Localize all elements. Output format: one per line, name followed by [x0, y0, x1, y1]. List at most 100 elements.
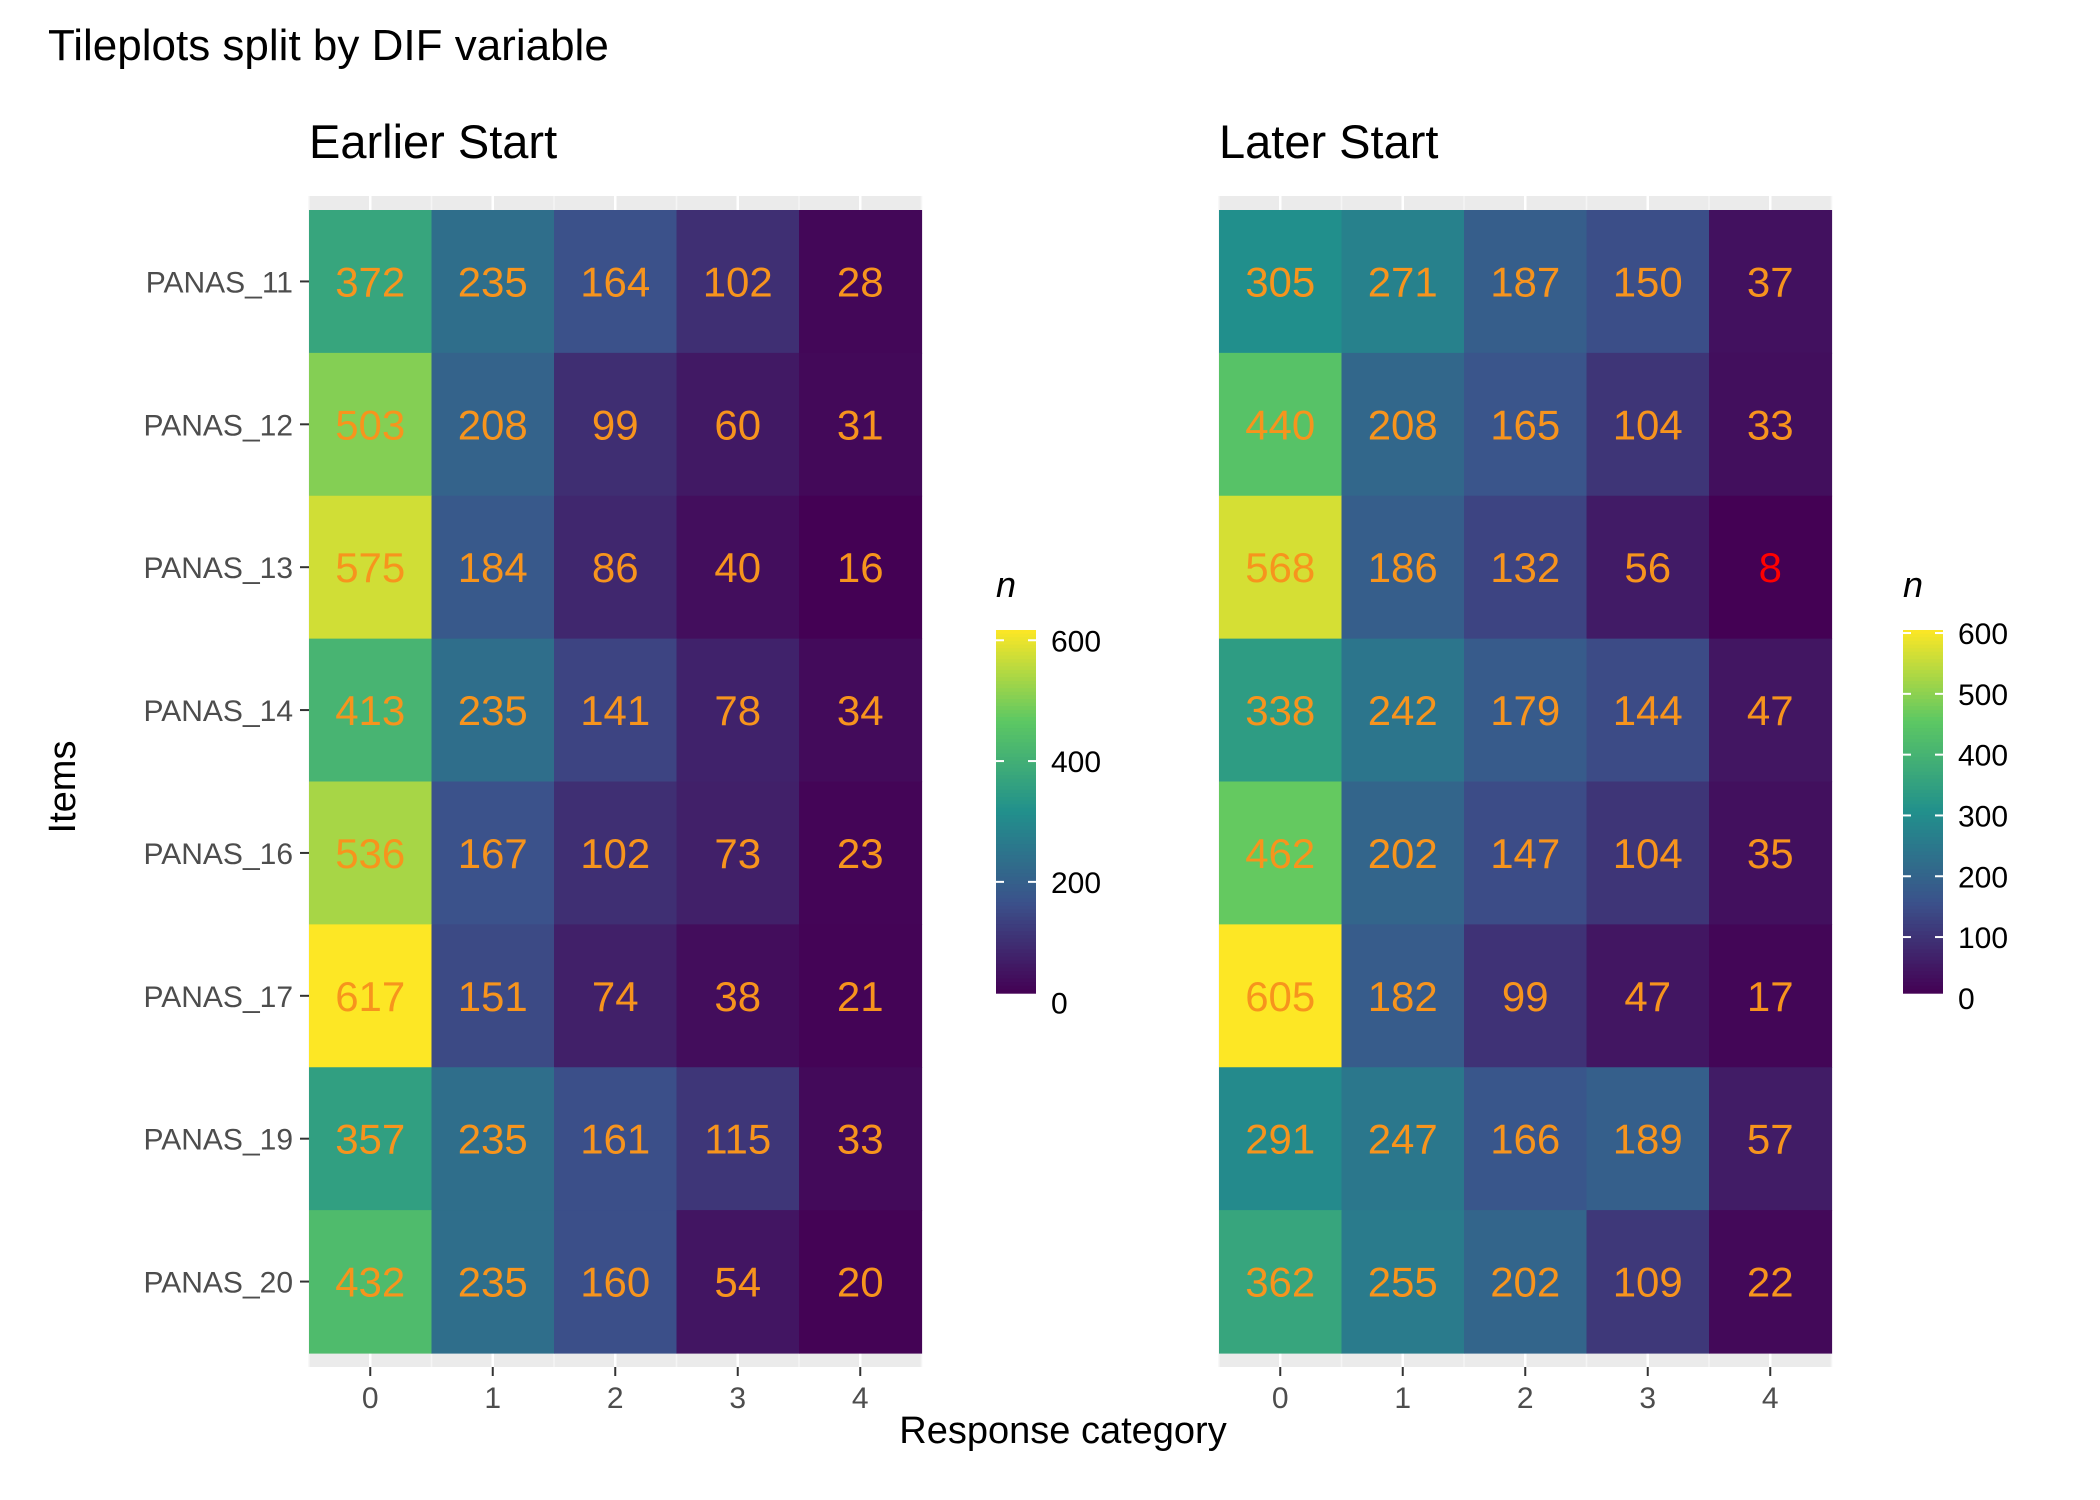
tile-label: 21 [837, 973, 884, 1020]
tile [1709, 1067, 1833, 1211]
tile [1341, 210, 1465, 354]
legend-gradient-step [996, 989, 1036, 994]
legend-gradient-step [996, 891, 1036, 896]
tile [1586, 781, 1710, 925]
legend-gradient-step [996, 967, 1036, 972]
legend-gradient-step [996, 662, 1036, 667]
legend-gradient-step [996, 829, 1036, 834]
legend-gradient-step [1903, 728, 1943, 733]
legend-gradient-step [1903, 662, 1943, 667]
legend-gradient-step [996, 855, 1036, 860]
legend-gradient-step [996, 818, 1036, 824]
legend-gradient-step [996, 945, 1036, 951]
legend-gradient-step [1903, 775, 1943, 780]
tile-label: 372 [335, 258, 405, 305]
tile-label: 40 [714, 544, 761, 591]
legend-gradient-step [996, 677, 1036, 682]
panel-title: Later Start [1219, 115, 1438, 168]
tile [676, 924, 800, 1068]
tile-label: 255 [1368, 1259, 1438, 1306]
legend-gradient-step [1903, 949, 1943, 954]
legend-gradient-step [996, 720, 1036, 726]
legend-gradient-step [996, 858, 1036, 864]
legend-gradient-step [1903, 778, 1943, 784]
tile-label: 432 [335, 1259, 405, 1306]
tile [799, 352, 923, 497]
tile [799, 1210, 923, 1354]
legend-gradient-step [1903, 637, 1943, 642]
legend-gradient-step [996, 909, 1036, 914]
legend-gradient-step [996, 717, 1036, 722]
tile-label: 33 [837, 1116, 884, 1163]
tile-label: 147 [1490, 830, 1560, 877]
legend-gradient-step [1903, 640, 1943, 646]
legend-gradient-step [1903, 789, 1943, 795]
tile-label: 167 [458, 830, 528, 877]
legend-gradient-step [1903, 989, 1943, 994]
tile [676, 638, 800, 783]
tile-label: 99 [1502, 973, 1549, 1020]
tile-label: 536 [335, 830, 405, 877]
tile-label: 150 [1613, 258, 1683, 305]
tile-label: 8 [1759, 544, 1782, 591]
legend-gradient-step [996, 767, 1036, 773]
tile [676, 210, 800, 354]
tile [1219, 495, 1343, 640]
legend-gradient-step [996, 724, 1036, 729]
legend-gradient-step [996, 786, 1036, 791]
legend-gradient-step [996, 651, 1036, 657]
legend-gradient-step [1903, 749, 1943, 755]
legend-gradient-step [1903, 717, 1943, 722]
tile [1341, 924, 1465, 1068]
legend-gradient-step [1903, 746, 1943, 751]
tile [554, 781, 678, 925]
legend-gradient-step [1903, 815, 1943, 820]
tile [1709, 210, 1833, 354]
legend-gradient-step [996, 778, 1036, 784]
legends: n 0 200 400 600 n 0 100 200 300 400 500 600 [996, 564, 2008, 1021]
tile [1219, 638, 1343, 783]
tile-label: 305 [1245, 258, 1315, 305]
legend-gradient-step [996, 916, 1036, 922]
legend-tick-label: 200 [1958, 861, 2008, 894]
legend-gradient-step [1903, 876, 1943, 882]
legend-gradient-step [1903, 757, 1943, 762]
tile [799, 781, 923, 925]
legend-gradient-step [996, 731, 1036, 736]
tile [799, 210, 923, 354]
legend-tick-label: 500 [1958, 679, 2008, 712]
tile-label: 184 [458, 544, 528, 591]
legend-gradient-step [996, 706, 1036, 711]
legend-gradient-step [1903, 963, 1943, 969]
legend-gradient-step [1903, 826, 1943, 831]
legend-gradient-step [1903, 804, 1943, 809]
tile [554, 1067, 678, 1211]
tile [1586, 495, 1710, 640]
tile-label: 151 [458, 973, 528, 1020]
legend-gradient-step [1903, 902, 1943, 907]
legend-gradient-step [1903, 702, 1943, 707]
legend-gradient-step [1903, 985, 1943, 991]
legend-gradient-step [996, 978, 1036, 983]
legend-gradient-step [1903, 688, 1943, 693]
tile-label: 164 [580, 258, 650, 305]
tile [1709, 495, 1833, 640]
tile [799, 1067, 923, 1211]
legend-gradient-step [1903, 829, 1943, 834]
legend-gradient-step [1903, 655, 1943, 660]
legend-gradient-step [1903, 836, 1943, 842]
legend-gradient-step [1903, 695, 1943, 700]
tile [1341, 638, 1465, 783]
legend-gradient-step [1903, 982, 1943, 987]
legend-gradient-step [996, 691, 1036, 697]
tile-label: 132 [1490, 544, 1560, 591]
y-axis-title: Items [42, 741, 84, 834]
legend-gradient-step [1903, 971, 1943, 976]
legend-gradient-step [1903, 898, 1943, 903]
tile-label: 462 [1245, 830, 1315, 877]
tile [309, 210, 433, 354]
tile-label: 33 [1747, 401, 1794, 448]
legend-gradient-step [1903, 796, 1943, 802]
legend-gradient-step [996, 746, 1036, 751]
